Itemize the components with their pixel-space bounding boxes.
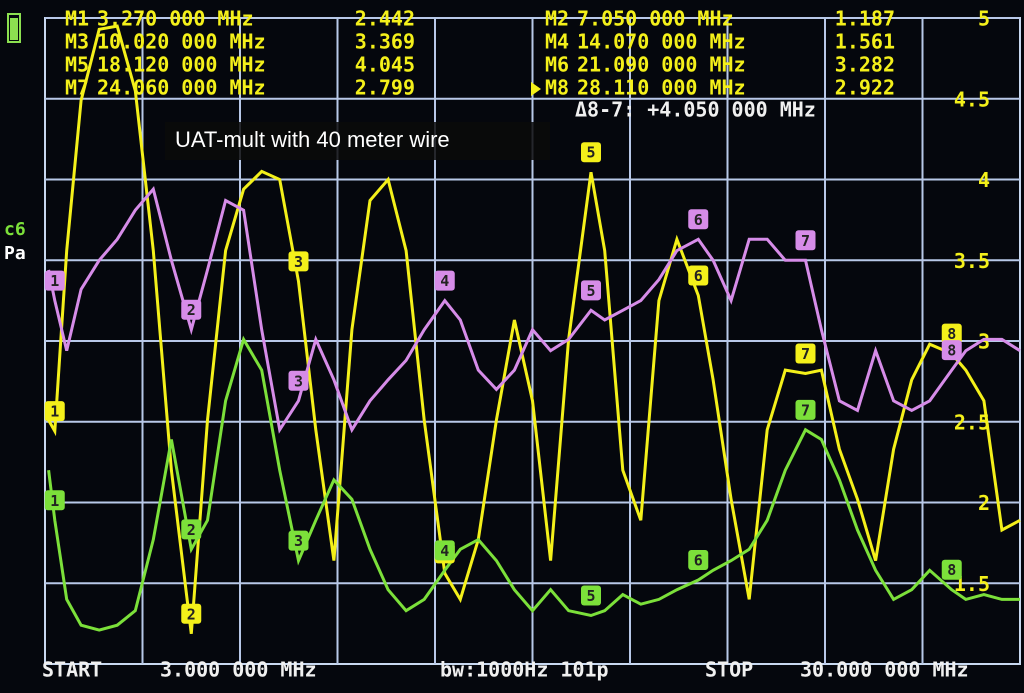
marker-flag <box>288 530 309 551</box>
y-tick-label: 2 <box>978 491 990 515</box>
marker-flag <box>581 142 601 163</box>
marker-flag-label: 6 <box>694 552 703 570</box>
y-tick-label: 4 <box>978 168 990 192</box>
marker-flag-label: 7 <box>801 345 810 363</box>
marker-flag-label: 3 <box>294 253 303 271</box>
marker-flag-label: 1 <box>50 272 59 290</box>
marker-flag-label: 6 <box>694 267 703 285</box>
annotation-bg <box>165 122 550 160</box>
marker-flag-label: 1 <box>50 492 59 510</box>
marker-flag-label: 5 <box>586 282 595 300</box>
marker-flag <box>181 603 202 624</box>
marker-flag-label: 8 <box>947 325 956 343</box>
marker-freq: 7.050 000 MHz <box>577 7 734 31</box>
marker-flag <box>795 343 816 364</box>
delta-readout: Δ8-7: +4.050 000 MHz <box>575 98 816 122</box>
marker-flag <box>688 209 709 230</box>
marker-name: M3 <box>65 30 89 54</box>
marker-freq: 14.070 000 MHz <box>577 30 746 54</box>
start-freq: 3.000 000 MHz <box>160 658 317 682</box>
marker-freq: 21.090 000 MHz <box>577 53 746 77</box>
marker-flag <box>941 340 962 361</box>
marker-flag-label: 5 <box>586 144 595 162</box>
marker-value: 1.187 <box>835 7 895 31</box>
marker-freq: 18.120 000 MHz <box>97 53 266 77</box>
marker-flag-label: 7 <box>801 232 810 250</box>
marker-value: 3.369 <box>355 30 415 54</box>
y-tick-label: 3 <box>978 330 990 354</box>
marker-flag-label: 1 <box>50 403 59 421</box>
marker-freq: 3.270 000 MHz <box>97 7 254 31</box>
marker-flag <box>181 299 202 320</box>
marker-flag-label: 4 <box>440 542 449 560</box>
marker-flag <box>181 519 202 540</box>
marker-flag <box>941 559 962 580</box>
marker-flag <box>44 401 65 422</box>
marker-value: 4.045 <box>355 53 415 77</box>
marker-flag <box>795 230 816 251</box>
marker-freq: 24.060 000 MHz <box>97 76 266 100</box>
channel-label: c6 <box>4 219 26 240</box>
marker-table: M1 3.270 000 MHz 2.442 M2 7.050 000 MHz 1.187… <box>65 7 895 100</box>
marker-flag-label: 4 <box>440 272 449 290</box>
trace <box>47 186 1021 434</box>
y-tick-label: 5 <box>978 7 990 31</box>
marker-flag-label: 3 <box>294 372 303 390</box>
marker-flag <box>44 270 65 291</box>
marker-flag-label: 6 <box>694 211 703 229</box>
marker-name: M2 <box>545 7 569 31</box>
marker-flag-label: 7 <box>801 401 810 419</box>
stop-freq: 30.000 000 MHz <box>800 658 969 682</box>
marker-name: M5 <box>65 53 89 77</box>
y-tick-label: 2.5 <box>954 410 990 434</box>
y-tick-label: 3.5 <box>954 249 990 273</box>
marker-flag <box>434 270 455 291</box>
marker-value: 2.442 <box>355 7 415 31</box>
marker-flag <box>795 399 816 420</box>
flags: 111222333444555666777888 <box>44 142 962 624</box>
marker-flag <box>288 370 309 391</box>
marker-name: M7 <box>65 76 89 100</box>
marker-value: 2.799 <box>355 76 415 100</box>
marker-flag-label: 2 <box>187 301 196 319</box>
marker-flag <box>941 323 962 344</box>
battery-level <box>10 18 18 40</box>
marker-name: M4 <box>545 30 569 54</box>
marker-flag-label: 2 <box>187 605 196 623</box>
marker-value: 2.922 <box>835 76 895 100</box>
marker-freq: 10.020 000 MHz <box>97 30 266 54</box>
marker-value: 1.561 <box>835 30 895 54</box>
trace <box>47 335 1020 632</box>
marker-name: M8 <box>545 76 569 100</box>
marker-flag <box>688 265 709 286</box>
marker-flag-label: 2 <box>187 521 196 539</box>
marker-flag <box>288 251 309 272</box>
marker-flag <box>581 585 601 606</box>
marker-flag <box>581 280 601 301</box>
marker-flag-label: 3 <box>294 532 303 550</box>
battery-icon <box>7 13 21 43</box>
traces <box>47 24 1021 634</box>
marker-flag <box>688 550 709 571</box>
marker-flag <box>44 490 65 511</box>
marker-name: M1 <box>65 7 89 31</box>
active-marker-arrow <box>531 82 541 96</box>
marker-name: M6 <box>545 53 569 77</box>
format-label: Pa <box>4 243 26 264</box>
marker-flag <box>434 540 455 561</box>
marker-flag-label: 5 <box>586 587 595 605</box>
marker-freq: 28.110 000 MHz <box>577 76 746 100</box>
bandwidth: bw:1000Hz 101p <box>440 658 609 682</box>
stop-label: STOP <box>705 658 753 682</box>
trace <box>47 24 1021 634</box>
marker-value: 3.282 <box>835 53 895 77</box>
marker-flag-label: 8 <box>947 561 956 579</box>
annotation: UAT-mult with 40 meter wire <box>175 127 450 152</box>
marker-flag-label: 8 <box>947 342 956 360</box>
y-tick-label: 4.5 <box>954 87 990 111</box>
start-label: START <box>42 658 102 682</box>
